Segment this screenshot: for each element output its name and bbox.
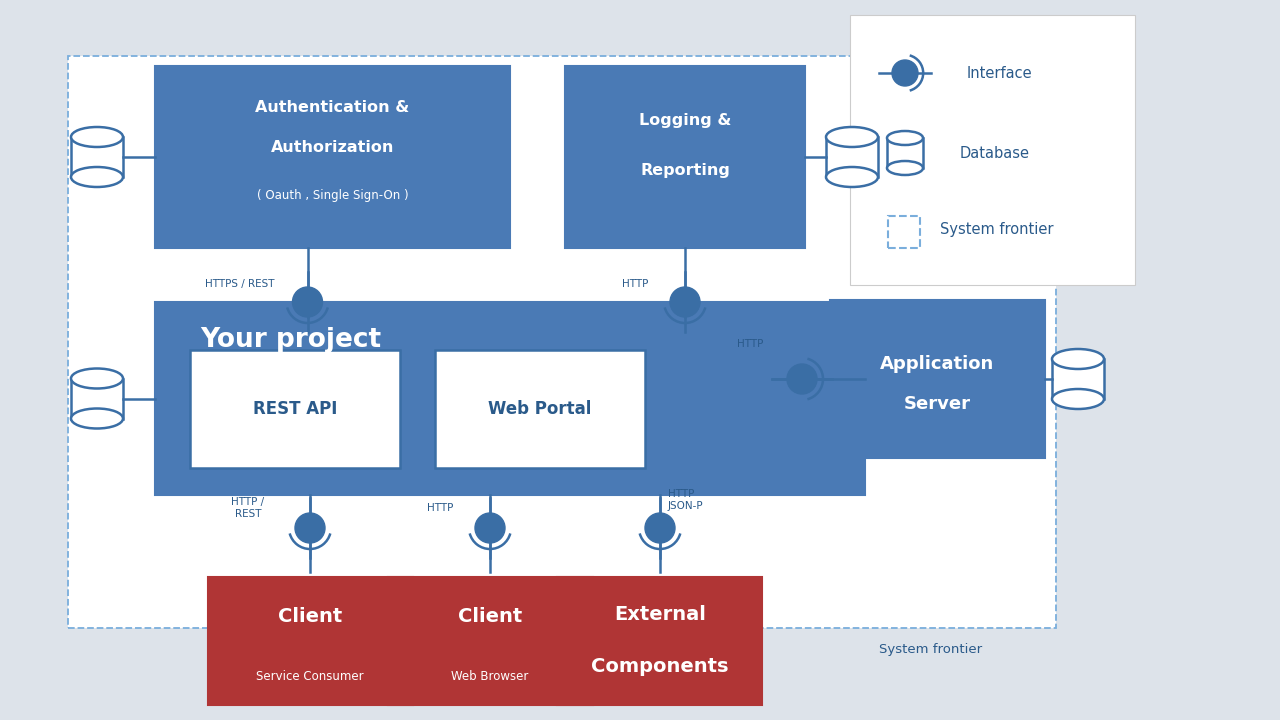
Text: Database: Database [960,145,1030,161]
Text: Logging &: Logging & [639,114,731,128]
Ellipse shape [887,161,923,175]
Ellipse shape [70,127,123,147]
Bar [564,66,805,248]
Bar [887,138,923,168]
Ellipse shape [70,167,123,187]
Text: Components: Components [591,657,728,677]
Bar [850,15,1135,285]
Text: Server: Server [904,395,972,413]
Ellipse shape [826,127,878,147]
Text: ( Oauth , Single Sign-On ): ( Oauth , Single Sign-On ) [257,189,408,202]
Bar [558,577,763,705]
Ellipse shape [70,369,123,389]
Circle shape [669,287,700,317]
Bar [888,216,920,248]
Text: System frontier: System frontier [940,222,1053,238]
Bar [829,300,1044,458]
Circle shape [294,513,325,543]
Text: HTTP /
REST: HTTP / REST [232,498,265,519]
Text: HTTP: HTTP [426,503,453,513]
Circle shape [787,364,817,394]
Bar [388,577,593,705]
Text: REST API: REST API [253,400,337,418]
Ellipse shape [826,167,878,187]
Text: External: External [614,606,707,624]
Text: Interface: Interface [966,66,1033,81]
Text: HTTP: HTTP [622,279,648,289]
Text: Client: Client [278,608,342,626]
Bar [1052,359,1103,399]
Bar [207,577,412,705]
Text: Authorization: Authorization [271,140,394,156]
Text: Your project: Your project [200,327,381,353]
Bar [435,350,645,468]
Bar [68,56,1056,628]
Circle shape [293,287,323,317]
Bar [189,350,399,468]
Text: Web Browser: Web Browser [452,670,529,683]
Ellipse shape [1052,389,1103,409]
Circle shape [645,513,675,543]
Circle shape [475,513,506,543]
Text: Service Consumer: Service Consumer [256,670,364,683]
Bar [155,302,865,495]
Ellipse shape [887,131,923,145]
Text: HTTP
JSON-P: HTTP JSON-P [668,489,704,510]
Bar [70,137,123,177]
Text: Web Portal: Web Portal [488,400,591,418]
Text: HTTPS / REST: HTTPS / REST [205,279,274,289]
Bar [155,66,509,248]
Circle shape [892,60,918,86]
Text: Authentication &: Authentication & [256,101,410,115]
Bar [826,137,878,177]
Ellipse shape [1052,349,1103,369]
Text: Application: Application [881,355,995,373]
Text: Client: Client [458,608,522,626]
Bar [70,379,123,418]
Text: Reporting: Reporting [640,163,730,179]
Text: System frontier: System frontier [879,644,982,657]
Ellipse shape [70,408,123,428]
Text: HTTP: HTTP [737,339,763,349]
